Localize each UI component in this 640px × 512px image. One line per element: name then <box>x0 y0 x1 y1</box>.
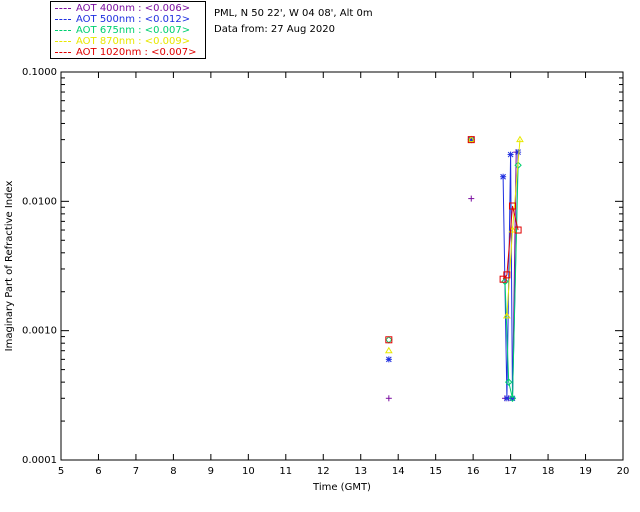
data-point <box>500 173 507 180</box>
data-date: Data from: 27 Aug 2020 <box>214 24 335 35</box>
y-axis-label: Imaginary Part of Refractive Index <box>4 181 15 352</box>
legend: AOT 400nm : <0.006> AOT 500nm : <0.012> AO… <box>50 1 206 59</box>
data-point <box>384 346 393 354</box>
x-tick-label: 19 <box>579 466 592 477</box>
x-tick-label: 5 <box>58 466 64 477</box>
series-0 <box>385 149 520 402</box>
series-line <box>504 165 519 399</box>
x-tick-label: 13 <box>354 466 367 477</box>
legend-swatch <box>55 40 71 42</box>
x-tick-label: 20 <box>617 466 630 477</box>
x-tick-label: 17 <box>504 466 517 477</box>
data-point <box>507 151 514 158</box>
data-point <box>515 149 522 156</box>
x-tick-label: 10 <box>242 466 255 477</box>
legend-item: AOT 1020nm : <0.007> <box>55 47 196 58</box>
y-tick-label: 0.1000 <box>22 67 57 78</box>
data-point <box>385 336 393 344</box>
legend-label: AOT 870nm : <0.009> <box>76 36 191 47</box>
data-point <box>508 394 517 402</box>
x-tick-label: 12 <box>317 466 330 477</box>
legend-swatch <box>55 29 71 31</box>
x-tick-label: 14 <box>392 466 405 477</box>
data-point <box>385 336 393 344</box>
x-tick-label: 6 <box>95 466 101 477</box>
x-axis-label: Time (GMT) <box>312 482 371 493</box>
series-3 <box>384 135 524 354</box>
data-point <box>467 135 476 143</box>
series-line <box>506 139 521 316</box>
data-point <box>508 202 516 210</box>
x-tick-label: 16 <box>467 466 480 477</box>
legend-swatch <box>55 7 71 9</box>
series-1 <box>385 136 522 402</box>
info-block: PML, N 50 22', W 04 08', Alt 0m Data fro… <box>214 6 373 38</box>
data-point <box>505 378 513 386</box>
data-point <box>502 311 511 319</box>
legend-swatch <box>55 51 71 53</box>
data-point <box>467 136 475 144</box>
data-point <box>385 356 392 363</box>
legend-label: AOT 400nm : <0.006> <box>76 3 191 14</box>
series-layer <box>384 135 524 402</box>
y-tick-label: 0.0001 <box>22 455 57 466</box>
x-tick-label: 11 <box>279 466 292 477</box>
legend-label: AOT 500nm : <0.012> <box>76 14 191 25</box>
series-line <box>502 205 519 280</box>
data-point <box>499 275 507 283</box>
data-point <box>503 271 511 279</box>
legend-item: AOT 500nm : <0.012> <box>55 14 190 25</box>
data-point <box>468 195 475 202</box>
legend-swatch <box>55 18 71 20</box>
x-tick-label: 7 <box>133 466 139 477</box>
y-tick-label: 0.0100 <box>22 196 57 207</box>
legend-label: AOT 1020nm : <0.007> <box>76 47 197 58</box>
legend-item: AOT 400nm : <0.006> <box>55 3 190 14</box>
legend-label: AOT 675nm : <0.007> <box>76 25 191 36</box>
data-point <box>385 395 392 402</box>
x-tick-label: 8 <box>170 466 176 477</box>
axes-ticks: 5 6 7 8 9 10 11 12 13 14 15 16 17 18 19 20 0.0001 0.0010 0… <box>22 67 629 477</box>
x-tick-label: 9 <box>208 466 214 477</box>
legend-item: AOT 675nm : <0.007> <box>55 25 190 36</box>
series-4 <box>385 136 522 344</box>
legend-item: AOT 870nm : <0.009> <box>55 36 190 47</box>
data-point <box>501 277 509 286</box>
data-point <box>514 226 522 234</box>
plot-frame <box>60 71 624 461</box>
site-location: PML, N 50 22', W 04 08', Alt 0m <box>214 8 373 19</box>
y-tick-label: 0.0010 <box>22 326 57 337</box>
x-tick-label: 18 <box>542 466 555 477</box>
x-tick-label: 15 <box>429 466 442 477</box>
data-point <box>516 135 524 143</box>
